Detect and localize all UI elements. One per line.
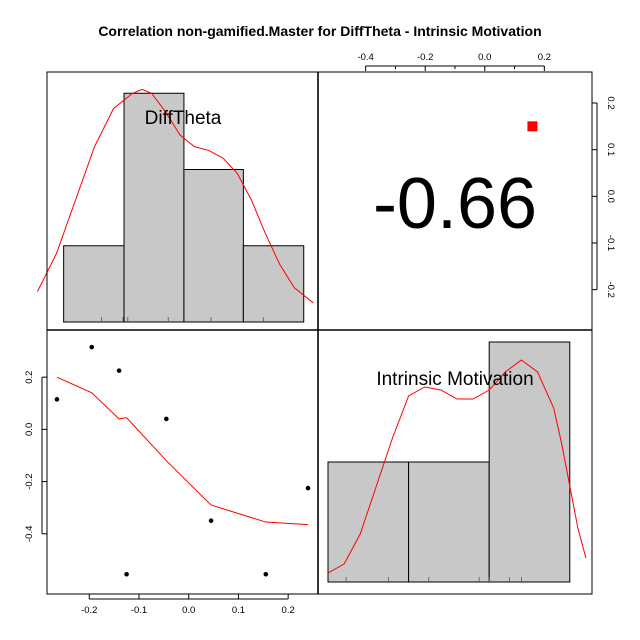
left-axis-tick-label: 0.2 (24, 371, 35, 384)
bottom-axis-tick-label: 0.2 (282, 605, 295, 616)
histogram-bar (488, 341, 571, 583)
bottom-axis-tick-label: 0.1 (232, 605, 245, 616)
scatter-point (263, 571, 269, 577)
correlation-coefficient-panel: -0.66 -0.4 -0.2 0.0 0.2 0.2 0.1 0.0 -0.1 -0.2 (357, 52, 616, 298)
scatter-point (124, 571, 129, 577)
bottom-axis-tick-label: -0.2 (81, 605, 97, 616)
top-axis-tick-label: 0.2 (538, 52, 551, 63)
top-axis-tick-label: -0.4 (357, 52, 373, 63)
intrinsic-motivation-histogram-panel (327, 341, 587, 583)
density-curve (37, 88, 314, 304)
scatter-point (208, 518, 214, 524)
panel-frames (46, 71, 593, 595)
scatter-point (305, 485, 311, 491)
difftheta-label: DiffTheta (145, 108, 222, 129)
scatter-point (116, 368, 122, 373)
left-axis-tick-label: -0.2 (24, 473, 35, 489)
correlation-coefficient: -0.66 (373, 164, 537, 244)
histogram-bar (63, 245, 125, 323)
right-axis-tick-label: 0.1 (605, 143, 616, 156)
top-axis-tick-label: -0.2 (417, 52, 433, 63)
panel-frame (46, 329, 319, 595)
right-axis-tick-label: 0.2 (605, 96, 616, 109)
density-curve (327, 359, 587, 574)
left-axis-tick-label: 0.0 (24, 423, 35, 436)
chart-title: Correlation non-gamified.Master for Diff… (98, 23, 541, 39)
left-axis-tick-label: -0.4 (24, 526, 35, 542)
right-axis-tick-label: 0.0 (605, 190, 616, 203)
scatter-point (54, 397, 60, 402)
scatter-point (164, 416, 169, 422)
scatter-point (89, 344, 95, 350)
bottom-axis-tick-label: 0.0 (182, 605, 195, 616)
histogram-bar (123, 92, 185, 323)
histogram-bar (408, 461, 490, 583)
histogram-bar (242, 245, 305, 323)
scatter-plot-panel: -0.2 -0.1 0.0 0.1 0.2 0.2 0.0 -0.2 -0.4 (24, 344, 311, 616)
histogram-bar (327, 461, 410, 583)
histogram-bar (183, 169, 244, 323)
intrinsic-motivation-label: Intrinsic Motivation (376, 369, 533, 390)
bottom-axis-tick-label: -0.1 (131, 605, 147, 616)
right-axis-tick-label: -0.1 (605, 235, 616, 251)
right-axis-tick-label: -0.2 (605, 281, 616, 297)
correlation-marker (527, 121, 538, 132)
top-axis-tick-label: 0.0 (478, 52, 491, 63)
difftheta-histogram-panel (37, 88, 314, 323)
smoothing-line (56, 376, 309, 526)
